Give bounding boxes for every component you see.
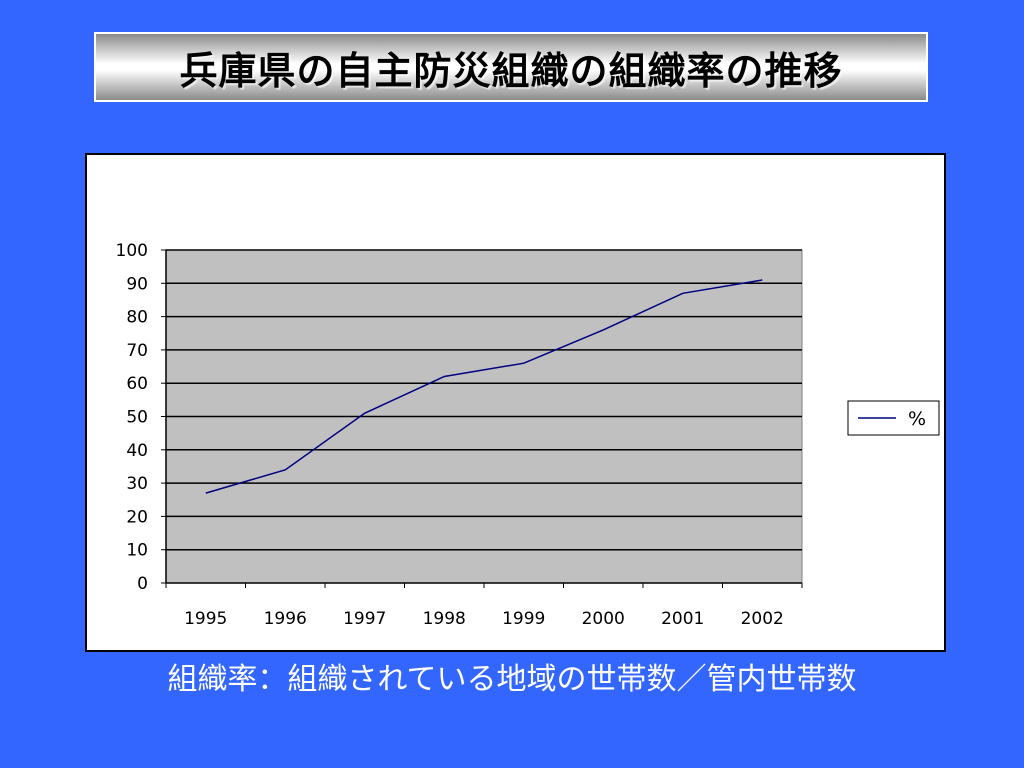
legend-label: % (908, 408, 926, 430)
y-tick-label: 0 (137, 574, 148, 594)
line-chart: 0 10 20 30 40 50 60 70 80 90 100 1995 1996 1997 1998 19… (116, 241, 940, 629)
y-tick-label: 40 (126, 441, 148, 461)
x-tick-label: 1995 (184, 609, 227, 629)
y-tick-label: 30 (126, 474, 148, 494)
y-tick-label: 60 (126, 374, 148, 394)
y-tick-label: 10 (126, 541, 148, 561)
y-tick-label: 90 (126, 274, 148, 294)
y-tick-label: 100 (116, 241, 148, 261)
x-tick-label: 1996 (264, 609, 307, 629)
title-banner: 兵庫県の自主防災組織の組織率の推移 (94, 32, 928, 102)
chart-container: 0 10 20 30 40 50 60 70 80 90 100 1995 1996 1997 1998 19… (85, 153, 946, 652)
y-tick-label: 50 (126, 408, 148, 428)
y-tick-label: 70 (126, 341, 148, 361)
y-tick-label: 80 (126, 308, 148, 328)
page-title: 兵庫県の自主防災組織の組織率の推移 (179, 48, 843, 93)
series-line (205, 279, 763, 494)
x-tick-label: 1999 (502, 609, 545, 629)
x-tick-label: 1998 (423, 609, 466, 629)
x-tick-label: 2001 (661, 609, 704, 629)
y-tick-label: 20 (126, 507, 148, 527)
chart-caption: 組織率：組織されている地域の世帯数／管内世帯数 (167, 662, 857, 697)
x-tick-label: 1997 (343, 609, 386, 629)
x-tick-label: 2000 (582, 609, 625, 629)
x-tick-label: 2002 (741, 609, 784, 629)
